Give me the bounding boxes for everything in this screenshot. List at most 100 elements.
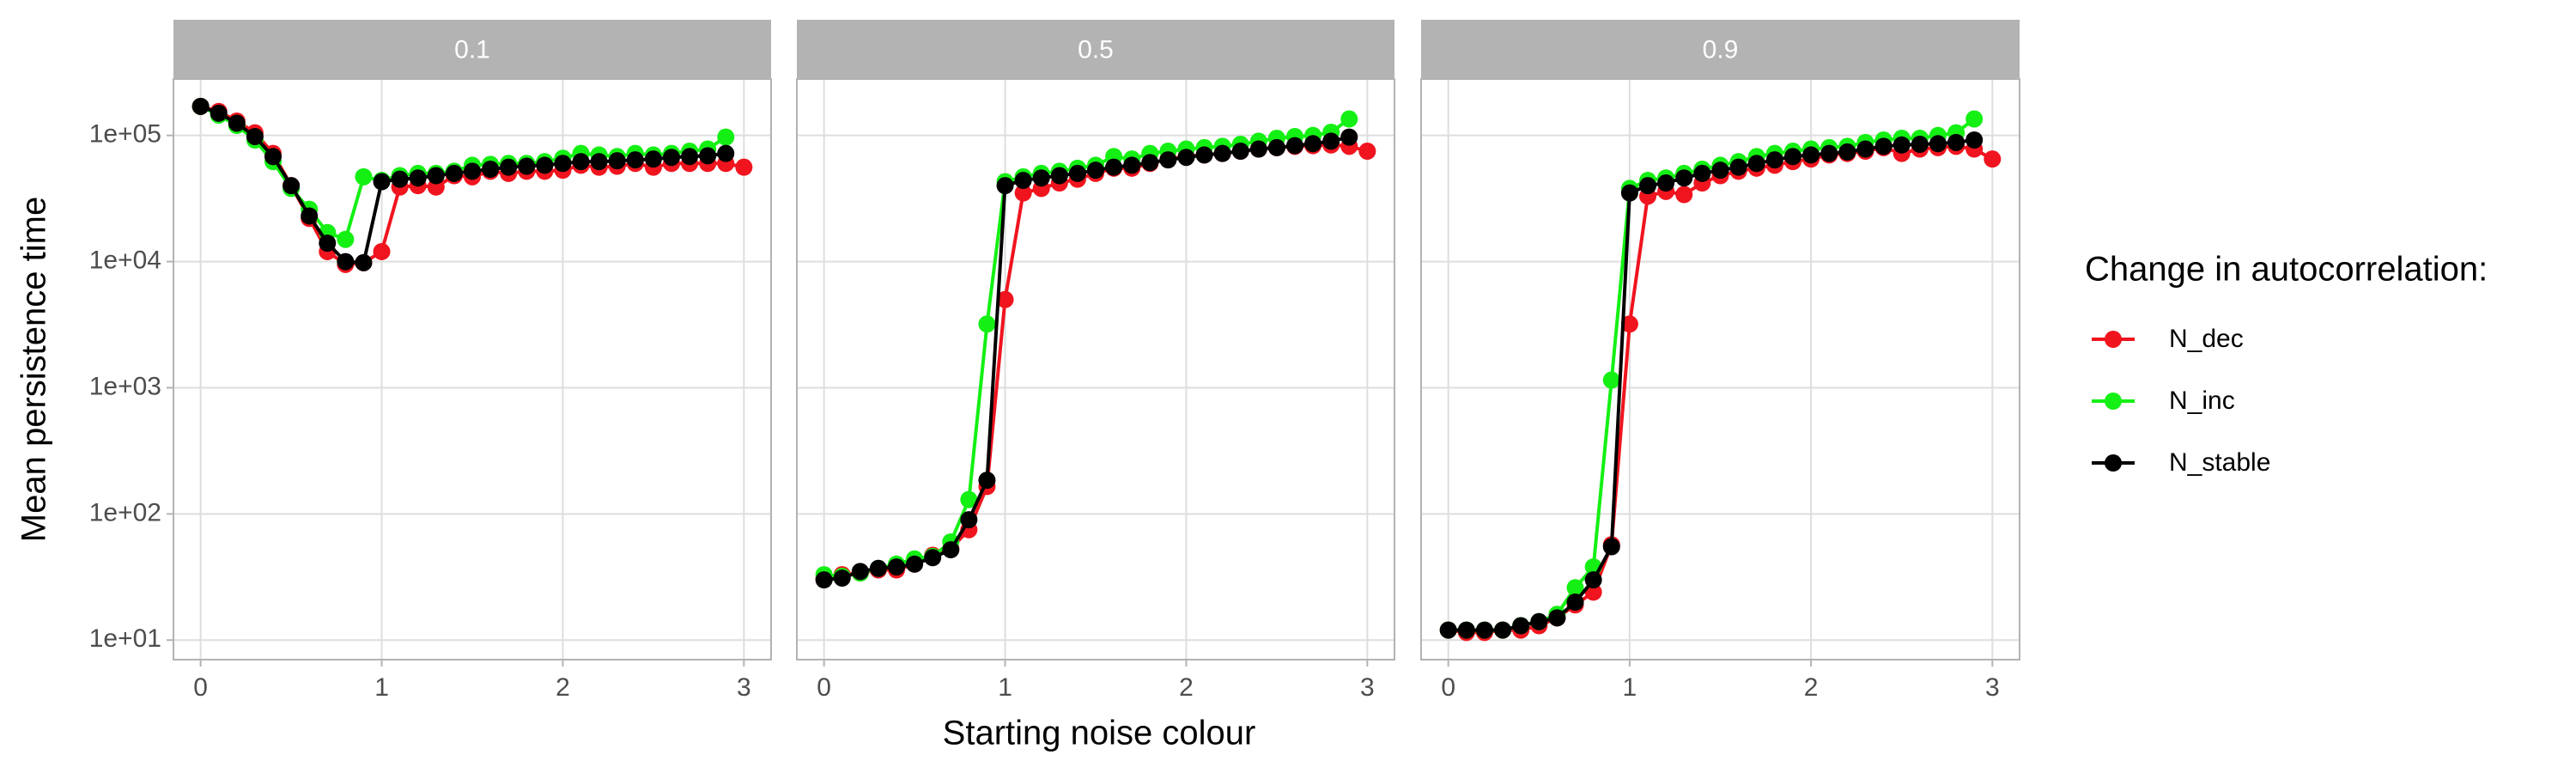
data-point bbox=[355, 167, 373, 186]
x-tick-label: 3 bbox=[1985, 673, 2000, 702]
x-tick-label: 2 bbox=[1804, 673, 1819, 702]
data-point bbox=[1965, 131, 1984, 149]
data-point bbox=[1322, 132, 1340, 150]
y-tick-label: 1e+04 bbox=[89, 246, 161, 274]
data-point bbox=[355, 253, 373, 271]
data-point bbox=[906, 555, 924, 573]
data-point bbox=[373, 242, 391, 260]
legend-label: N_inc bbox=[2169, 386, 2235, 415]
data-point bbox=[1947, 133, 1965, 151]
data-point bbox=[1893, 136, 1911, 154]
data-point bbox=[1231, 143, 1249, 161]
data-point bbox=[554, 155, 572, 173]
data-point bbox=[833, 569, 851, 587]
x-tick-label: 0 bbox=[1441, 673, 1455, 702]
y-axis-title: Mean persistence time bbox=[15, 197, 53, 542]
data-point bbox=[518, 157, 536, 175]
data-point bbox=[924, 549, 942, 567]
data-point bbox=[283, 177, 301, 195]
facet-title: 0.1 bbox=[454, 35, 490, 64]
data-point bbox=[1014, 172, 1032, 190]
x-tick-label: 1 bbox=[998, 673, 1012, 702]
data-point bbox=[1032, 169, 1050, 187]
data-point bbox=[996, 177, 1014, 195]
data-point bbox=[482, 160, 500, 178]
facet-title: 0.5 bbox=[1078, 35, 1114, 64]
facet-strip bbox=[173, 20, 771, 79]
panel-border bbox=[173, 78, 772, 660]
data-point bbox=[1267, 138, 1285, 156]
data-point bbox=[1530, 612, 1548, 630]
data-point bbox=[1340, 128, 1358, 146]
y-tick-label: 1e+01 bbox=[89, 624, 161, 653]
data-point bbox=[815, 571, 833, 589]
data-point bbox=[1838, 143, 1856, 161]
data-point bbox=[1602, 538, 1620, 556]
data-point bbox=[1159, 151, 1177, 169]
data-point bbox=[1105, 158, 1123, 176]
data-point bbox=[717, 144, 735, 162]
legend-marker bbox=[2105, 393, 2122, 410]
data-point bbox=[1711, 161, 1729, 180]
facet-strip bbox=[1421, 20, 2020, 79]
data-point bbox=[1802, 146, 1820, 164]
x-tick-label: 0 bbox=[817, 673, 831, 702]
data-point bbox=[1014, 184, 1032, 202]
data-point bbox=[978, 472, 996, 490]
facet-strip bbox=[797, 20, 1394, 79]
data-point bbox=[1068, 164, 1086, 182]
legend-title: Change in autocorrelation: bbox=[2085, 251, 2488, 289]
panel-border bbox=[1420, 78, 2020, 660]
data-point bbox=[264, 148, 282, 166]
x-tick-label: 3 bbox=[737, 673, 751, 702]
x-tick-label: 1 bbox=[1623, 673, 1637, 702]
legend-marker bbox=[2105, 454, 2122, 472]
data-point bbox=[210, 104, 228, 122]
data-point bbox=[500, 158, 518, 176]
data-point bbox=[427, 167, 445, 185]
data-point bbox=[1765, 151, 1783, 169]
data-point bbox=[1213, 144, 1231, 162]
x-tick-label: 2 bbox=[1179, 673, 1194, 702]
data-point bbox=[1340, 110, 1358, 128]
data-point bbox=[1984, 150, 2002, 168]
data-point bbox=[942, 541, 960, 559]
data-point bbox=[1566, 593, 1584, 612]
data-point bbox=[1249, 140, 1267, 158]
data-point bbox=[1929, 135, 1947, 153]
data-point bbox=[301, 207, 319, 225]
data-point bbox=[1783, 148, 1801, 166]
data-point bbox=[1602, 371, 1620, 389]
data-point bbox=[228, 114, 246, 132]
data-point bbox=[1584, 571, 1602, 589]
x-tick-label: 2 bbox=[556, 673, 570, 702]
data-point bbox=[464, 162, 481, 180]
data-point bbox=[373, 173, 391, 191]
data-point bbox=[960, 511, 978, 529]
y-tick-label: 1e+03 bbox=[89, 372, 161, 400]
data-point bbox=[644, 150, 662, 168]
data-point bbox=[1911, 136, 1929, 154]
data-point bbox=[717, 128, 735, 146]
data-point bbox=[319, 234, 337, 253]
data-point bbox=[1358, 143, 1376, 161]
data-point bbox=[1693, 164, 1711, 182]
data-point bbox=[1639, 177, 1657, 195]
data-point bbox=[1620, 184, 1638, 202]
data-point bbox=[1747, 155, 1765, 173]
data-point bbox=[445, 164, 463, 182]
data-point bbox=[960, 490, 978, 508]
data-point bbox=[1512, 617, 1530, 635]
data-point bbox=[1620, 315, 1638, 333]
data-point bbox=[851, 563, 869, 581]
data-point bbox=[1675, 169, 1693, 187]
x-tick-label: 3 bbox=[1360, 673, 1375, 702]
data-point bbox=[1087, 161, 1104, 180]
data-point bbox=[1566, 579, 1584, 597]
x-tick-label: 1 bbox=[374, 673, 389, 702]
facet-title: 0.9 bbox=[1703, 35, 1739, 64]
data-point bbox=[1050, 167, 1068, 185]
data-point bbox=[1141, 154, 1159, 172]
data-point bbox=[572, 153, 590, 171]
